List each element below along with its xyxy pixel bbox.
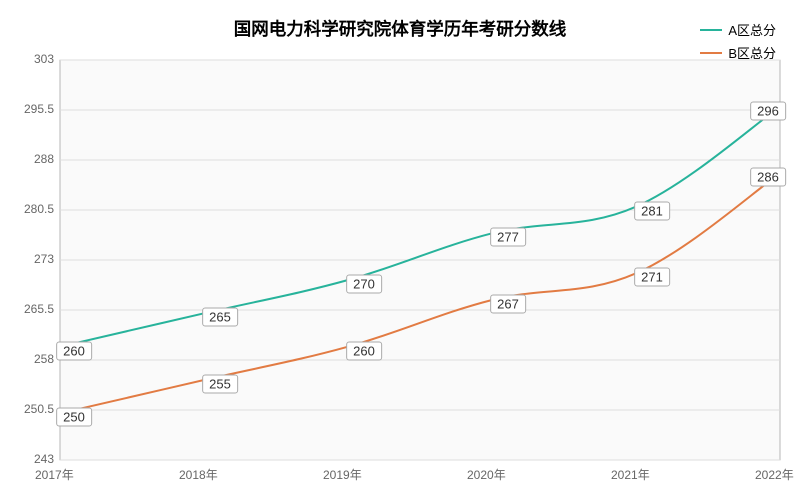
chart-container: 国网电力科学研究院体育学历年考研分数线 A区总分B区总分 243250.5258…: [0, 0, 800, 500]
x-tick-label: 2020年: [467, 466, 506, 483]
y-tick-label: 273: [34, 252, 54, 266]
x-tick-label: 2022年: [755, 466, 794, 483]
data-label: 286: [750, 168, 786, 187]
y-tick-label: 243: [34, 452, 54, 466]
x-tick-label: 2019年: [323, 466, 362, 483]
data-label: 296: [750, 101, 786, 120]
data-label: 265: [202, 308, 238, 327]
data-label: 277: [490, 228, 526, 247]
data-label: 270: [346, 275, 382, 294]
x-tick-label: 2018年: [179, 466, 218, 483]
x-tick-label: 2021年: [611, 466, 650, 483]
y-tick-label: 288: [34, 152, 54, 166]
x-tick-label: 2017年: [35, 466, 74, 483]
y-tick-label: 250.5: [24, 402, 54, 416]
y-tick-label: 280.5: [24, 202, 54, 216]
y-tick-label: 303: [34, 52, 54, 66]
data-label: 267: [490, 295, 526, 314]
data-label: 281: [634, 201, 670, 220]
y-tick-label: 295.5: [24, 102, 54, 116]
y-tick-label: 258: [34, 352, 54, 366]
data-label: 260: [346, 341, 382, 360]
data-label: 250: [56, 408, 92, 427]
y-tick-label: 265.5: [24, 302, 54, 316]
data-label: 271: [634, 268, 670, 287]
data-label: 260: [56, 341, 92, 360]
plot-svg: [0, 0, 800, 500]
data-label: 255: [202, 375, 238, 394]
